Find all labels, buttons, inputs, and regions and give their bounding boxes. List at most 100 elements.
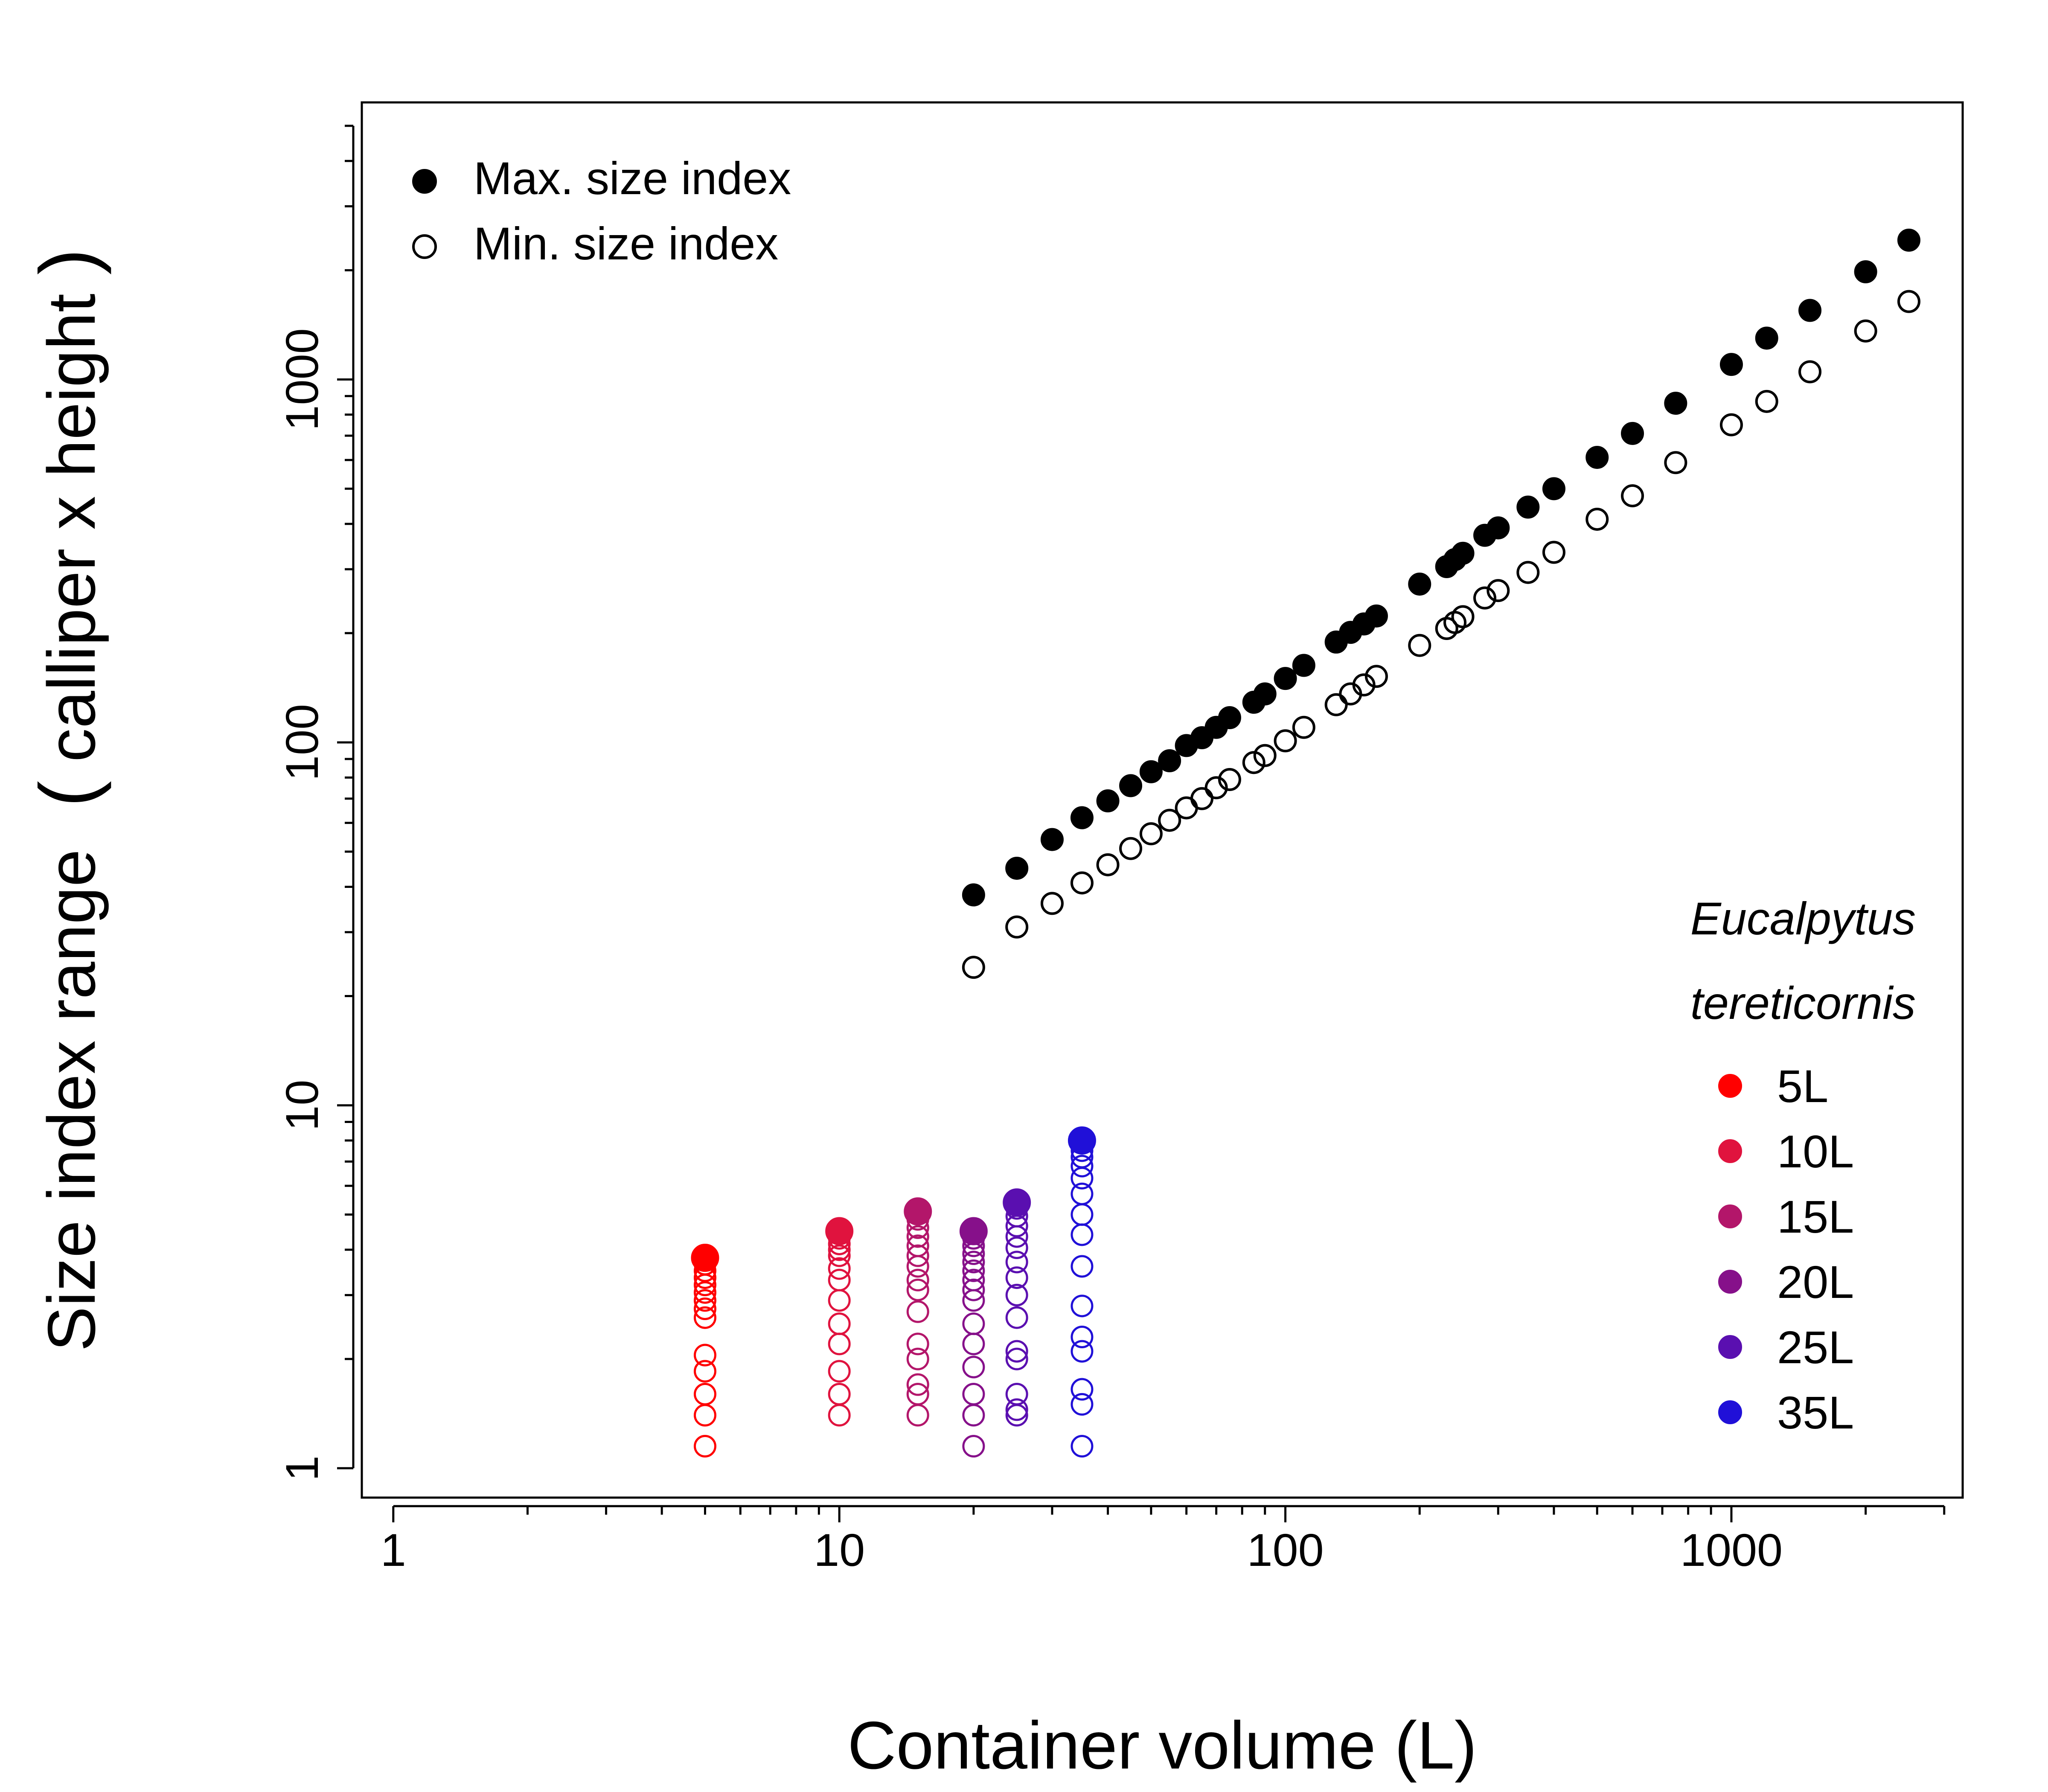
x-axis-label: Container volume (L): [847, 1708, 1477, 1783]
container-group-15L: [904, 1197, 932, 1427]
y-tick-label: 1000: [276, 328, 328, 431]
y-axis-label-paren-close: ): [24, 249, 112, 275]
legend-min-label: Min. size index: [474, 218, 778, 269]
y-axis: 1 10 100 1000: [276, 125, 355, 1481]
y-tick-label-group: 10: [276, 1079, 328, 1131]
group-point-open: [828, 1383, 851, 1406]
y-tick-label: 10: [276, 1079, 328, 1131]
species-legend: Eucalpytus tereticornis 5L 10L 15L 20L 25L 35…: [1690, 893, 1916, 1438]
min-size-index-series: [962, 290, 1920, 979]
max-size-point: [962, 883, 985, 907]
group-point-open: [962, 1435, 985, 1458]
max-size-point: [1292, 654, 1315, 677]
min-size-point: [1585, 507, 1609, 531]
group-point-open: [1005, 1398, 1028, 1421]
group-point-open: [1005, 1283, 1028, 1306]
max-size-point: [1139, 760, 1163, 783]
group-point-open: [1071, 1255, 1094, 1278]
group-point-max: [1068, 1126, 1096, 1155]
container-group-5L: [691, 1244, 719, 1458]
min-size-point: [1204, 776, 1228, 800]
group-point-open: [693, 1306, 716, 1329]
group-point-open: [906, 1234, 929, 1257]
min-size-point: [1324, 693, 1348, 716]
container-group-20L: [959, 1217, 988, 1458]
species-legend-label: 10L: [1777, 1126, 1854, 1177]
group-point-open: [1071, 1295, 1094, 1318]
max-size-point: [1664, 392, 1687, 415]
max-size-point: [1487, 516, 1510, 540]
group-point-open: [962, 1332, 985, 1356]
min-size-point: [1473, 586, 1497, 610]
group-point-open: [906, 1383, 929, 1406]
min-size-point: [1408, 634, 1431, 657]
group-point-open: [906, 1278, 929, 1301]
group-point-open: [693, 1289, 716, 1312]
y-tick-label-group: 1: [276, 1455, 328, 1481]
min-size-point: [1487, 579, 1510, 602]
group-point-open: [1005, 1251, 1028, 1274]
min-size-point: [1798, 360, 1822, 384]
group-point-open: [1005, 1236, 1028, 1259]
group-point-open: [1071, 1393, 1094, 1416]
group-point-open: [906, 1244, 929, 1267]
species-legend-label: 20L: [1777, 1256, 1854, 1308]
y-tick-label: 100: [276, 704, 328, 781]
group-point-open: [1071, 1223, 1094, 1246]
min-size-point: [1755, 390, 1778, 413]
group-point-open: [693, 1297, 716, 1320]
min-size-point: [1218, 768, 1241, 791]
group-point-open: [962, 1356, 985, 1379]
max-size-point: [1364, 604, 1388, 628]
x-tick-label: 1: [381, 1524, 406, 1576]
species-legend-label: 25L: [1777, 1321, 1854, 1373]
legend-max-marker: [412, 169, 437, 194]
max-size-point: [1798, 299, 1822, 322]
group-point-open: [1071, 1435, 1094, 1458]
species-legend-marker: [1718, 1074, 1742, 1098]
min-size-point: [1274, 729, 1297, 753]
max-size-point: [1005, 856, 1029, 880]
max-size-point: [1408, 572, 1431, 596]
y-axis-label: Size index range ( calliper x height ): [24, 249, 112, 1352]
max-size-point: [1585, 445, 1609, 469]
max-size-point: [1040, 828, 1064, 851]
min-size-point: [1352, 673, 1376, 697]
group-point-open: [828, 1404, 851, 1427]
group-point-open: [906, 1300, 929, 1323]
max-size-index-series: [962, 228, 1920, 907]
group-point-open: [1005, 1266, 1028, 1289]
group-point-open: [906, 1332, 929, 1356]
group-point-open: [828, 1360, 851, 1383]
group-point-open: [1071, 1203, 1094, 1226]
max-size-point: [1218, 706, 1241, 729]
group-point-open: [1071, 1182, 1094, 1205]
min-size-point: [1664, 451, 1687, 474]
species-legend-marker: [1718, 1139, 1742, 1163]
group-point-open: [906, 1347, 929, 1370]
group-point-open: [693, 1344, 716, 1367]
y-tick-label: 1: [276, 1455, 328, 1481]
min-size-point: [1451, 605, 1475, 628]
y-tick-label-group: 1000: [276, 328, 328, 431]
group-point-open: [693, 1404, 716, 1427]
max-size-point: [1070, 806, 1094, 829]
group-point-max: [691, 1244, 719, 1272]
min-size-point: [1292, 716, 1315, 739]
species-legend-marker: [1718, 1335, 1742, 1359]
group-point-open: [693, 1360, 716, 1383]
group-point-open: [1005, 1306, 1028, 1329]
group-point-open: [962, 1312, 985, 1335]
group-point-open: [828, 1268, 851, 1292]
min-size-point: [1096, 853, 1120, 876]
species-legend-label: 15L: [1777, 1191, 1854, 1242]
max-size-point: [1451, 541, 1475, 565]
y-axis-label-main: Size index range: [34, 849, 109, 1351]
group-point-open: [1005, 1404, 1028, 1427]
group-point-open: [828, 1312, 851, 1335]
min-size-point: [1139, 822, 1163, 846]
min-size-point: [1119, 837, 1143, 860]
min-size-point: [1516, 561, 1540, 584]
max-size-point: [1897, 228, 1920, 252]
min-size-point: [1175, 796, 1198, 820]
